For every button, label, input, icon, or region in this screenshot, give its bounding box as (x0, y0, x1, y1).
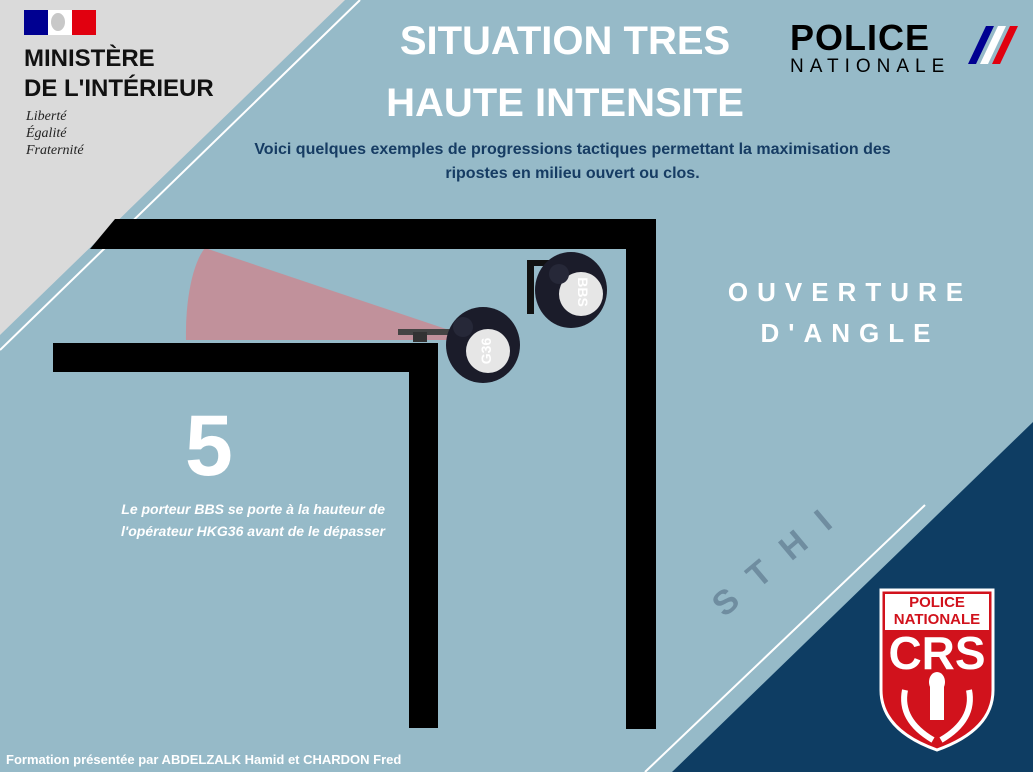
footer-credits: Formation présentée par ABDELZALK Hamid … (6, 752, 402, 767)
subtitle-line-1: Voici quelques exemples de progressions … (254, 141, 891, 158)
page-title-line-2: HAUTE INTENSITE (386, 81, 744, 125)
decor-line (644, 504, 926, 772)
g36-label: G36 (478, 338, 494, 365)
crs-badge (879, 588, 995, 752)
decor-line (0, 0, 361, 351)
wall-top (115, 219, 656, 249)
wall-inner-vertical (409, 343, 438, 728)
republic-motto: Liberté Égalité Fraternité (26, 108, 84, 159)
crs-badge-title: CRS (888, 627, 986, 679)
wall-right (626, 219, 656, 729)
page-subtitle: Voici quelques exemples de progressions … (200, 138, 945, 186)
ministry-line-1: MINISTÈRE (24, 45, 155, 72)
wall-inner-horizontal (53, 343, 438, 372)
police-tricolor-mark (968, 26, 1018, 64)
shield (527, 260, 534, 314)
police-logo-word-2: NATIONALE (790, 56, 951, 77)
crs-badge-header: POLICE NATIONALE (885, 594, 989, 628)
walls (53, 219, 656, 729)
step-description-line-1: Le porteur BBS se porte à la hauteur de (121, 501, 385, 517)
police-nationale-logo: POLICE NATIONALE (790, 20, 950, 78)
wall-top-left-cap (90, 219, 115, 249)
crs-badge-line-1: POLICE (909, 594, 965, 611)
corner-gray-panel (0, 0, 345, 335)
motto-fraternite: Fraternité (26, 143, 84, 158)
ministry-name: MINISTÈRE DE L'INTÉRIEUR (24, 44, 214, 104)
bbs-label: BBS (575, 277, 591, 307)
police-logo-word-1: POLICE (790, 17, 931, 58)
step-description-line-2: l'opérateur HKG36 avant de le dépasser (121, 523, 385, 539)
motto-liberte: Liberté (26, 109, 67, 124)
republic-flag-logo (24, 10, 96, 35)
section-title-line-1: OUVERTURE (727, 277, 973, 307)
operator-g36 (398, 307, 520, 383)
page-title-line-1: SITUATION TRES (399, 19, 731, 63)
fire-sector (185, 248, 455, 340)
step-description: Le porteur BBS se porte à la hauteur de … (55, 498, 385, 542)
subtitle-line-2: ripostes en milieu ouvert ou clos. (445, 165, 700, 182)
section-title-line-2: D'ANGLE (760, 318, 940, 348)
step-number: 5 (185, 398, 233, 494)
operator-bbs (527, 252, 607, 328)
ministry-line-2: DE L'INTÉRIEUR (24, 75, 214, 102)
rifle (398, 329, 458, 335)
crs-badge-line-2: NATIONALE (893, 611, 981, 628)
motto-egalite: Égalité (26, 126, 67, 141)
